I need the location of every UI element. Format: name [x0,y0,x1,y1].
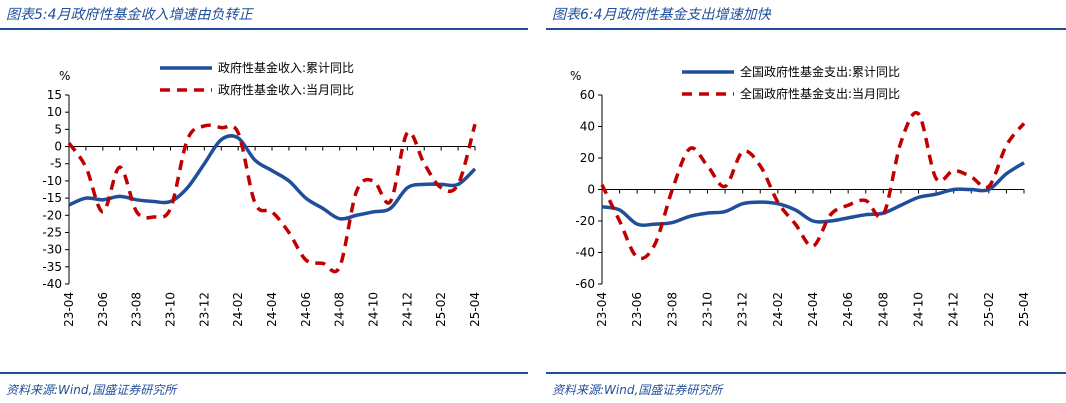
x-tick-label: 24-04 [265,292,279,327]
y-tick-label: -60 [575,277,595,291]
y-tick-label: -5 [50,157,62,171]
title-rule [546,28,1066,30]
y-tick-label: -10 [42,174,62,188]
y-tick-label: 5 [54,122,62,136]
x-tick-label: 24-08 [876,292,890,327]
x-tick-label: 23-04 [62,292,76,327]
x-tick-label: 23-06 [96,292,110,327]
y-unit-label: % [59,69,70,83]
x-tick-label: 24-04 [806,292,820,327]
cumulative-yoy-line [601,161,1025,228]
x-tick-label: 24-06 [841,292,855,327]
x-tick-label: 24-10 [912,292,926,327]
x-tick-label: 23-10 [164,292,178,327]
figure-5-panel: 图表5:4月政府性基金收入增速由负转正 15 10 5 0 -5 -10 -15 -20 -25… [0,0,528,403]
y-tick-label: -15 [42,191,62,205]
figure-title: 图表5:4月政府性基金收入增速由负转正 [6,7,253,23]
y-tick-label: 10 [47,105,62,119]
monthly-yoy-line [600,110,1026,261]
x-tick-label: 23-12 [197,292,211,327]
title-rule [0,28,528,30]
legend-label: 全国政府性基金支出:累计同比 [740,64,900,79]
y-tick-label: -40 [42,277,62,291]
y-tick-label: -40 [575,246,595,260]
figure-6-panel: 图表6:4月政府性基金支出增速加快 60 40 20 0 -20 -40 -60% 23-04… [546,0,1066,403]
y-unit-label: % [570,69,581,83]
x-tick-label: 23-04 [595,292,609,327]
y-tick-label: 40 [580,120,595,134]
y-tick-label: 60 [580,88,595,102]
y-tick-label: 15 [47,88,62,102]
x-tick-label: 23-08 [665,292,679,327]
x-tick-label: 25-02 [982,292,996,327]
legend-label: 政府性基金收入:当月同比 [218,82,354,97]
source-rule [0,372,528,374]
x-tick-label: 23-10 [701,292,715,327]
y-tick-label: -25 [42,225,62,239]
y-tick-label: -30 [42,243,62,257]
figure-title: 图表6:4月政府性基金支出增速加快 [552,7,771,23]
x-tick-label: 23-12 [736,292,750,327]
x-tick-label: 23-08 [130,292,144,327]
y-tick-label: 0 [587,183,595,197]
x-tick-label: 24-12 [947,292,961,327]
x-tick-label: 24-12 [400,292,414,327]
y-tick-label: -20 [42,208,62,222]
x-tick-label: 24-06 [299,292,313,327]
source-rule [546,372,1066,374]
x-tick-label: 25-04 [468,292,482,327]
x-tick-label: 25-02 [434,292,448,327]
x-tick-label: 23-06 [630,292,644,327]
expenditure-growth-chart: 60 40 20 0 -20 -40 -60% 23-04 23-06 23-08 23-10 23-… [570,64,1031,327]
x-tick-label: 24-02 [231,292,245,327]
x-tick-label: 24-08 [333,292,347,327]
x-tick-label: 25-04 [1017,292,1031,327]
revenue-growth-chart: 15 10 5 0 -5 -10 -15 -20 -25 -30 -35 -40% 23-04 23-06… [42,60,482,327]
legend-label: 政府性基金收入:累计同比 [218,60,354,75]
x-tick-label: 24-10 [367,292,381,327]
y-tick-label: 20 [580,151,595,165]
cumulative-yoy-line [68,134,477,221]
monthly-yoy-line [67,123,477,274]
y-tick-label: 0 [54,140,62,154]
y-tick-label: -35 [42,260,62,274]
x-tick-label: 24-02 [771,292,785,327]
figure-source: 资料来源:Wind,国盛证券研究所 [552,383,723,397]
legend-label: 全国政府性基金支出:当月同比 [740,86,900,101]
figure-source: 资料来源:Wind,国盛证券研究所 [6,383,177,397]
y-tick-label: -20 [575,214,595,228]
